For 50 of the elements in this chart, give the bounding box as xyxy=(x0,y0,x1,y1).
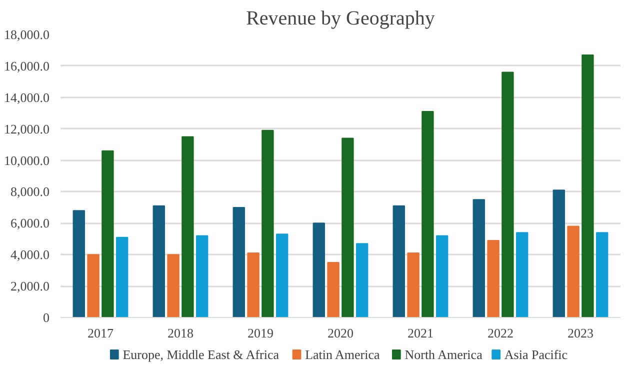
y-tick-label: 6,000.0 xyxy=(10,216,50,231)
bar xyxy=(102,150,114,318)
legend-label: North America xyxy=(404,347,483,362)
y-tick-label: 12,000.0 xyxy=(4,121,50,136)
x-tick-label: 2021 xyxy=(408,326,434,340)
bar xyxy=(422,111,434,318)
y-tick-label: 10,000.0 xyxy=(4,152,50,168)
bar xyxy=(502,72,514,318)
bar xyxy=(167,254,180,318)
y-tick-label: 2,000.0 xyxy=(10,278,50,294)
bar xyxy=(436,235,448,318)
x-tick-label: 2022 xyxy=(488,326,514,340)
legend-label: Europe, Middle East & Africa xyxy=(122,347,280,362)
y-tick-label: 8,000.0 xyxy=(10,184,50,200)
bar xyxy=(342,138,354,318)
bar xyxy=(182,136,194,318)
bar xyxy=(247,252,260,318)
bar xyxy=(516,232,528,318)
y-tick-label: 4,000.0 xyxy=(10,247,50,262)
bar xyxy=(262,130,274,318)
x-tick-label: 2020 xyxy=(328,326,354,340)
x-tick-label: 2023 xyxy=(568,326,594,340)
legend-label: Latin America xyxy=(305,347,380,362)
bar xyxy=(356,243,368,318)
y-tick-label: 0 xyxy=(43,310,50,325)
bar xyxy=(567,226,580,318)
bar xyxy=(582,54,594,318)
y-tick-label: 14,000.0 xyxy=(4,90,50,105)
x-tick-label: 2017 xyxy=(88,326,114,340)
bar xyxy=(327,262,340,318)
bar xyxy=(196,235,208,318)
chart-title: Revenue by Geography xyxy=(246,8,435,30)
bar xyxy=(552,190,565,318)
y-tick-label: 16,000.0 xyxy=(4,58,50,74)
bar xyxy=(232,206,245,318)
y-tick-label: 18,000.0 xyxy=(4,27,50,42)
bar xyxy=(596,232,608,318)
bar xyxy=(87,254,100,318)
bar xyxy=(312,222,325,318)
bar xyxy=(392,205,405,318)
bar xyxy=(152,205,165,318)
x-tick-label: 2019 xyxy=(248,326,274,340)
x-tick-label: 2018 xyxy=(168,326,194,340)
bar xyxy=(407,252,420,318)
bar xyxy=(72,210,85,318)
bar xyxy=(276,234,288,318)
legend-label: Asia Pacific xyxy=(504,347,568,362)
bar xyxy=(116,236,128,318)
bar xyxy=(472,199,485,318)
bar xyxy=(487,240,500,318)
